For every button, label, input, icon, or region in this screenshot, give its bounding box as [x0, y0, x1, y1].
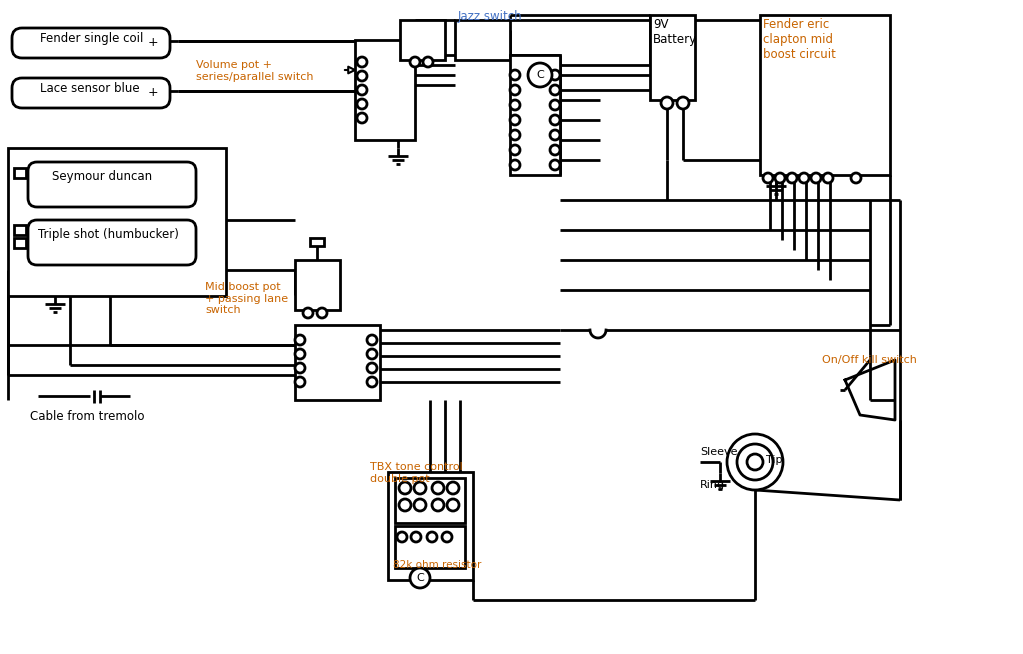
- Text: Sleeve: Sleeve: [700, 447, 738, 457]
- Circle shape: [510, 85, 520, 95]
- Circle shape: [510, 130, 520, 140]
- Text: Tip: Tip: [766, 455, 783, 465]
- Text: Fender single coil: Fender single coil: [40, 32, 143, 45]
- FancyBboxPatch shape: [28, 220, 196, 265]
- Bar: [400, 20, 445, 60]
- Text: Cable from tremolo: Cable from tremolo: [30, 410, 144, 423]
- Text: 9V
Battery: 9V Battery: [653, 18, 697, 46]
- Bar: [510, 55, 560, 175]
- Circle shape: [303, 308, 313, 318]
- Bar: [395, 478, 465, 523]
- Text: Mid boost pot
+ passing lane
switch: Mid boost pot + passing lane switch: [205, 282, 288, 315]
- Circle shape: [510, 145, 520, 155]
- Circle shape: [661, 97, 673, 109]
- Circle shape: [295, 335, 305, 345]
- Circle shape: [422, 57, 433, 67]
- Circle shape: [367, 363, 377, 373]
- Bar: [395, 526, 465, 568]
- Circle shape: [414, 499, 426, 511]
- Circle shape: [447, 499, 459, 511]
- FancyBboxPatch shape: [12, 78, 170, 108]
- Text: +: +: [148, 36, 159, 49]
- Circle shape: [550, 70, 560, 80]
- Bar: [8, 148, 226, 296]
- Circle shape: [763, 173, 773, 183]
- Circle shape: [399, 499, 411, 511]
- Circle shape: [799, 173, 809, 183]
- Circle shape: [357, 71, 367, 81]
- Text: On/Off kill switch: On/Off kill switch: [822, 355, 917, 365]
- Circle shape: [399, 482, 411, 494]
- Circle shape: [787, 173, 797, 183]
- Bar: [295, 260, 340, 310]
- Circle shape: [550, 115, 560, 125]
- FancyBboxPatch shape: [12, 28, 170, 58]
- Text: Jazz switch: Jazz switch: [458, 10, 523, 23]
- Text: Fender eric
clapton mid
boost circuit: Fender eric clapton mid boost circuit: [763, 18, 836, 61]
- Circle shape: [367, 335, 377, 345]
- Circle shape: [410, 568, 430, 588]
- Circle shape: [411, 532, 421, 542]
- Circle shape: [775, 173, 785, 183]
- Bar: [455, 20, 510, 60]
- Circle shape: [550, 85, 560, 95]
- Circle shape: [677, 97, 690, 109]
- Text: 82k ohm resistor: 82k ohm resistor: [393, 560, 482, 570]
- Circle shape: [851, 173, 861, 183]
- Bar: [355, 40, 415, 140]
- Text: Ring: Ring: [700, 480, 725, 490]
- Circle shape: [432, 499, 444, 511]
- Circle shape: [442, 532, 452, 542]
- Circle shape: [550, 160, 560, 170]
- Circle shape: [357, 57, 367, 67]
- Circle shape: [510, 100, 520, 110]
- Bar: [14, 225, 26, 235]
- Circle shape: [397, 532, 407, 542]
- FancyBboxPatch shape: [28, 162, 196, 207]
- Text: +: +: [148, 86, 159, 99]
- Circle shape: [550, 130, 560, 140]
- Circle shape: [295, 363, 305, 373]
- Text: Seymour duncan: Seymour duncan: [52, 170, 152, 183]
- Bar: [760, 15, 890, 175]
- Text: Triple shot (humbucker): Triple shot (humbucker): [38, 228, 179, 241]
- Circle shape: [510, 70, 520, 80]
- Circle shape: [447, 482, 459, 494]
- Bar: [650, 15, 695, 100]
- Circle shape: [727, 434, 783, 490]
- Text: Lace sensor blue: Lace sensor blue: [40, 82, 139, 95]
- Circle shape: [550, 145, 560, 155]
- Text: TBX tone control
double pot: TBX tone control double pot: [370, 462, 462, 483]
- Text: C: C: [416, 573, 424, 583]
- Circle shape: [747, 454, 763, 470]
- Bar: [310, 238, 324, 246]
- Circle shape: [510, 160, 520, 170]
- Bar: [14, 238, 26, 248]
- Circle shape: [410, 57, 420, 67]
- Text: Volume pot +
series/parallel switch: Volume pot + series/parallel switch: [196, 60, 313, 82]
- Circle shape: [414, 482, 426, 494]
- Circle shape: [432, 482, 444, 494]
- Circle shape: [811, 173, 821, 183]
- Circle shape: [510, 115, 520, 125]
- Bar: [388, 472, 473, 580]
- Circle shape: [550, 100, 560, 110]
- Circle shape: [357, 113, 367, 123]
- Circle shape: [427, 532, 437, 542]
- Text: C: C: [536, 70, 544, 80]
- Circle shape: [822, 173, 833, 183]
- Circle shape: [317, 308, 327, 318]
- Circle shape: [528, 63, 552, 87]
- Circle shape: [737, 444, 773, 480]
- Circle shape: [357, 99, 367, 109]
- Bar: [14, 168, 26, 178]
- Circle shape: [295, 349, 305, 359]
- Circle shape: [357, 85, 367, 95]
- Bar: [295, 325, 380, 400]
- Circle shape: [295, 377, 305, 387]
- Circle shape: [367, 349, 377, 359]
- Circle shape: [367, 377, 377, 387]
